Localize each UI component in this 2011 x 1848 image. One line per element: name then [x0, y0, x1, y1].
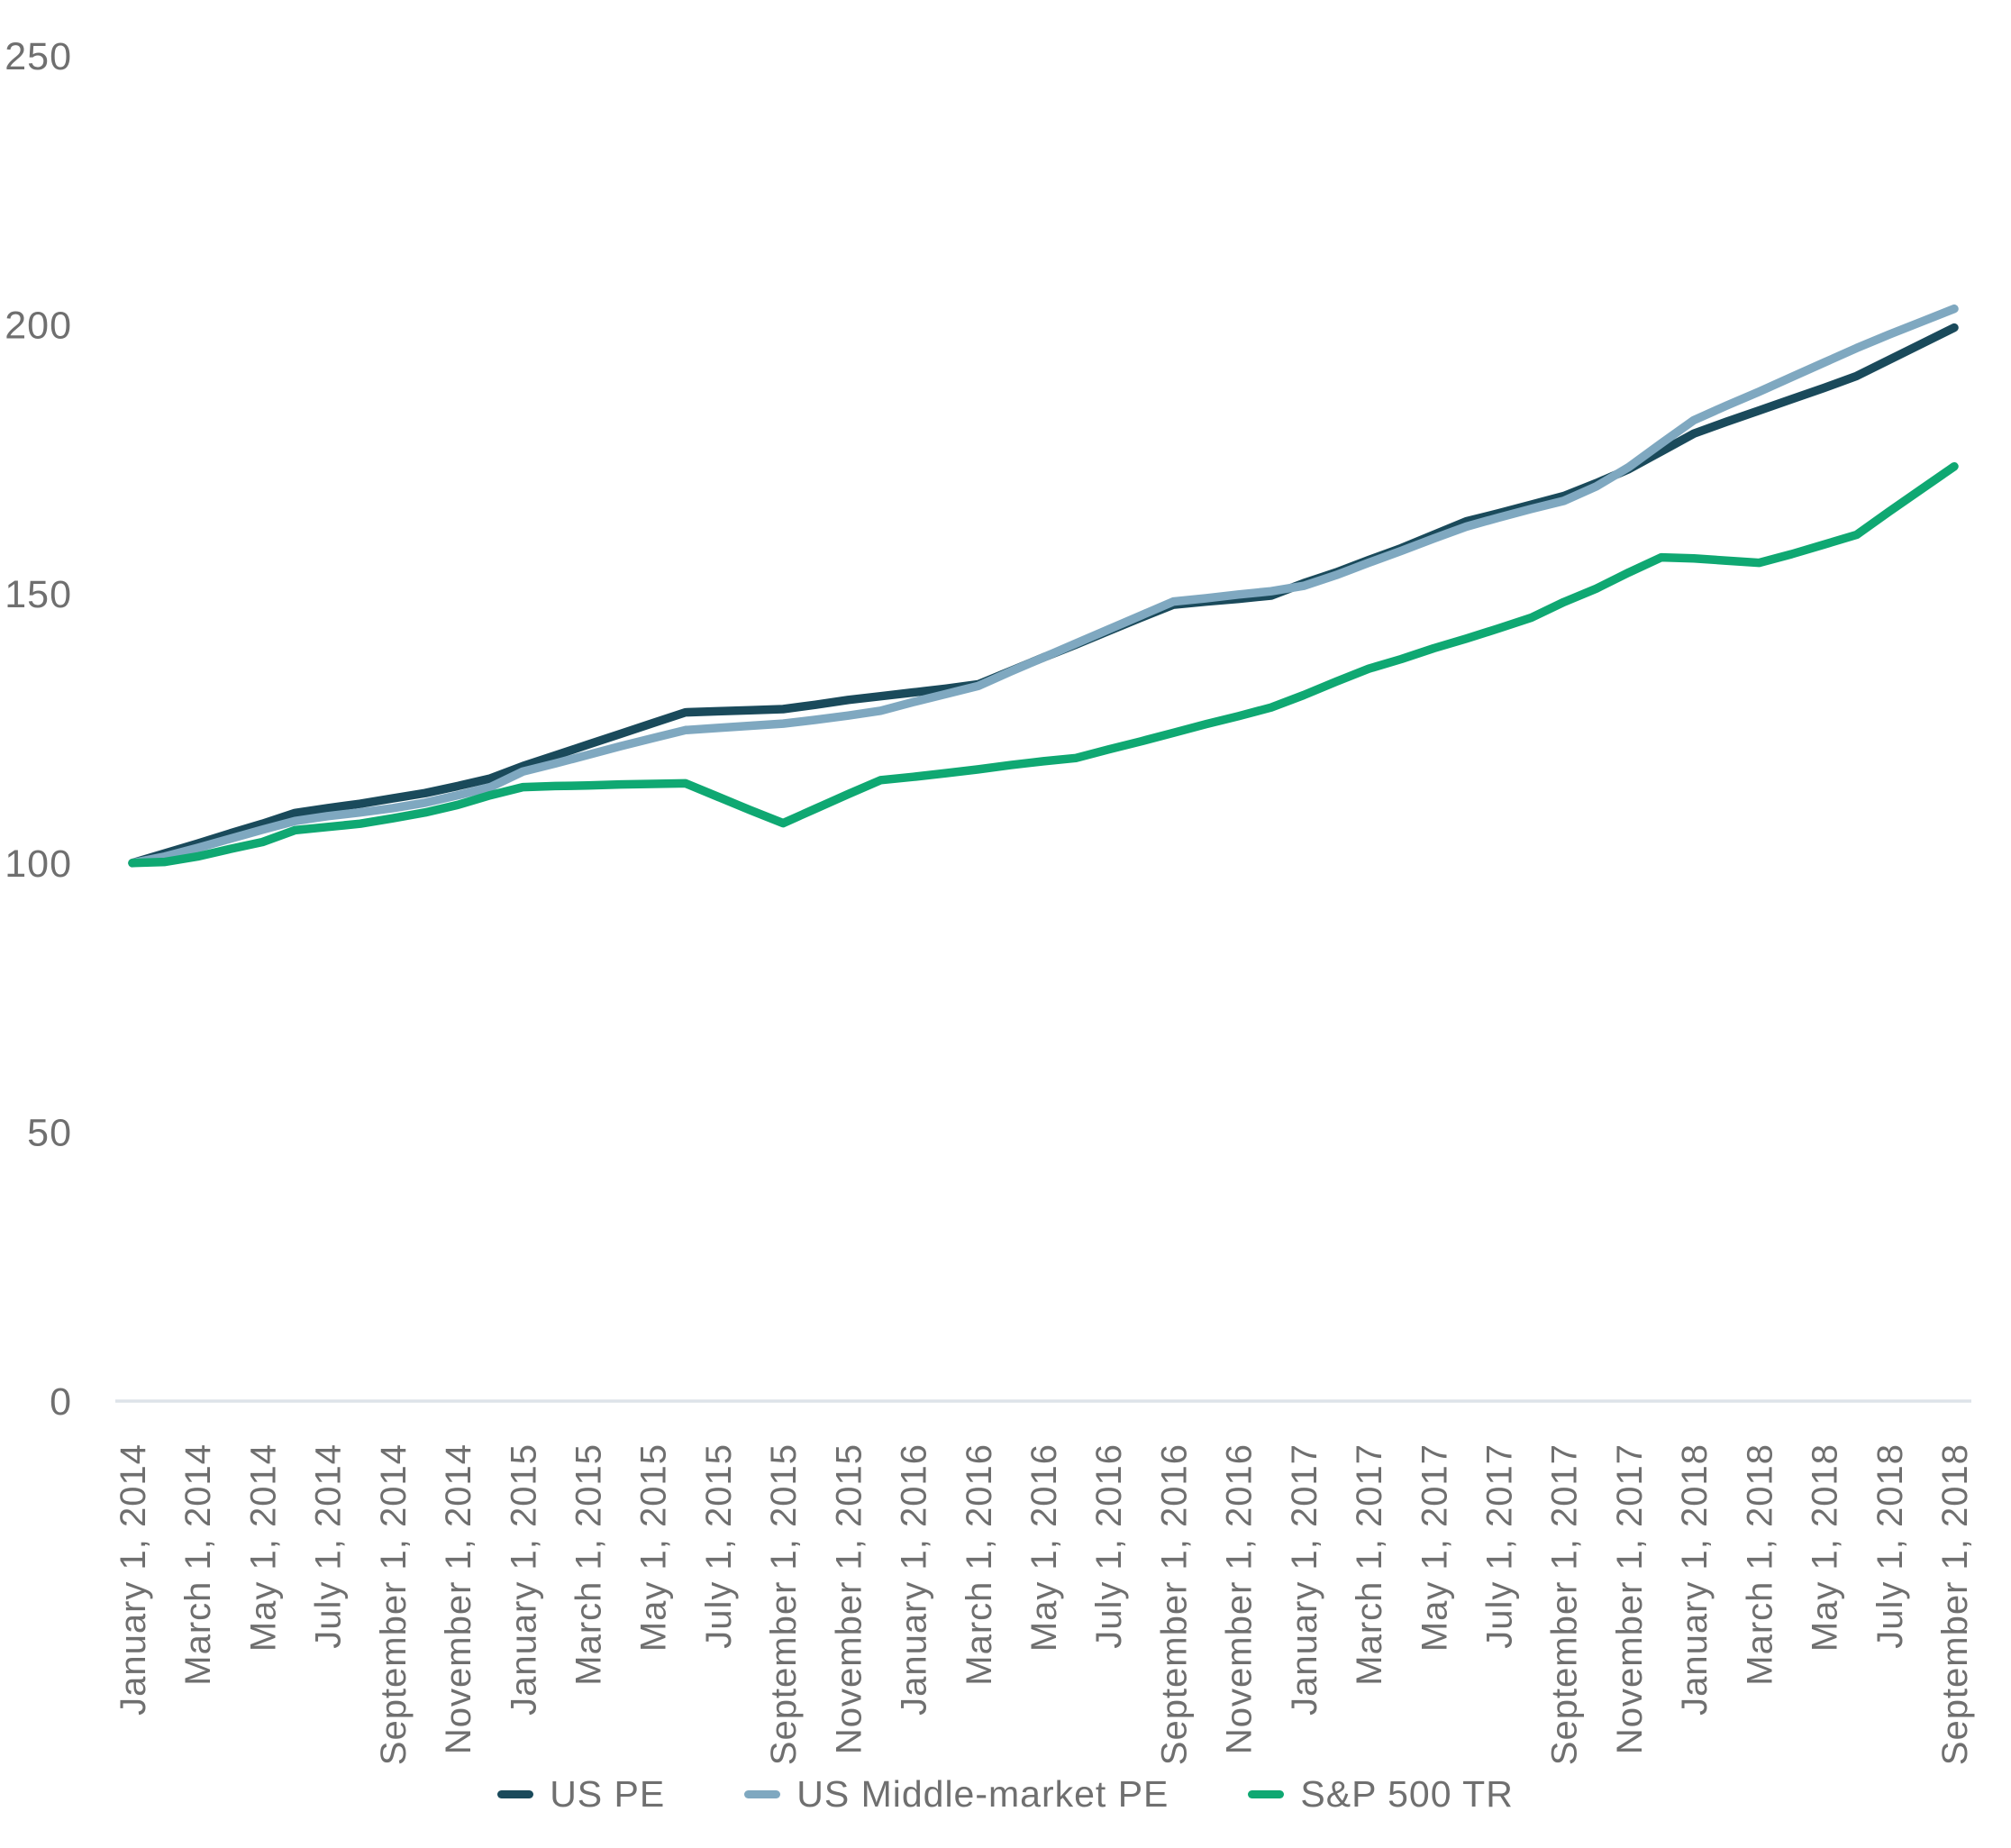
x-axis-labels: January 1, 2014 March 1, 2014 May 1, 2014 J… [114, 1443, 1975, 1765]
x-tick-label: November 1, 2015 [829, 1443, 869, 1754]
chart-legend: US PE US Middle-market PE S&P 500 TR [0, 1773, 2011, 1816]
legend-label: US Middle-market PE [796, 1773, 1169, 1815]
x-tick-label: January 1, 2015 [504, 1443, 543, 1716]
series-line-s-p-500-tr [128, 461, 1959, 868]
x-tick-label: March 1, 2016 [960, 1443, 999, 1686]
x-tick-label: September 1, 2015 [764, 1443, 804, 1765]
x-tick-label: March 1, 2018 [1740, 1443, 1779, 1686]
x-tick-label: March 1, 2017 [1350, 1443, 1389, 1686]
x-tick-label: January 1, 2014 [114, 1443, 153, 1716]
legend-item-us-middle-market-pe: US Middle-market PE [744, 1773, 1169, 1816]
x-tick-label: September 1, 2014 [374, 1443, 414, 1765]
x-tick-label: May 1, 2018 [1806, 1443, 1845, 1652]
legend-item-s-p-500-tr: S&P 500 TR [1248, 1773, 1513, 1816]
x-tick-label: January 1, 2017 [1285, 1443, 1324, 1716]
x-tick-label: July 1, 2015 [699, 1443, 739, 1649]
y-tick-label: 150 [5, 573, 72, 616]
x-tick-label: July 1, 2014 [309, 1443, 349, 1649]
x-tick-label: March 1, 2015 [569, 1443, 609, 1686]
y-tick-label: 100 [5, 842, 72, 886]
x-tick-label: January 1, 2018 [1675, 1443, 1715, 1716]
y-tick-label: 50 [27, 1111, 72, 1154]
x-tick-label: July 1, 2017 [1480, 1443, 1520, 1649]
series-lines [128, 304, 1959, 868]
legend-item-us-pe: US PE [497, 1773, 665, 1816]
x-tick-label: November 1, 2014 [439, 1443, 478, 1754]
legend-label: US PE [550, 1773, 666, 1815]
x-tick-label: July 1, 2018 [1870, 1443, 1910, 1649]
y-tick-label: 250 [5, 35, 72, 78]
x-tick-label: May 1, 2014 [243, 1443, 283, 1652]
x-tick-label: November 1, 2017 [1610, 1443, 1650, 1754]
legend-swatch-icon [1248, 1790, 1285, 1798]
y-tick-label: 200 [5, 305, 72, 348]
legend-swatch-icon [497, 1790, 534, 1798]
x-tick-label: September 1, 2017 [1545, 1443, 1585, 1765]
legend-label: S&P 500 TR [1300, 1773, 1514, 1815]
x-tick-label: March 1, 2014 [178, 1443, 218, 1686]
x-tick-label: May 1, 2017 [1415, 1443, 1454, 1652]
y-axis-labels: 0 50 100 150 200 250 [5, 35, 72, 1424]
x-tick-label: January 1, 2016 [895, 1443, 934, 1716]
series-line-us-pe [128, 323, 1959, 868]
x-tick-label: May 1, 2015 [634, 1443, 674, 1652]
x-tick-label: July 1, 2016 [1089, 1443, 1129, 1649]
y-tick-label: 0 [50, 1380, 72, 1424]
x-tick-label: May 1, 2016 [1024, 1443, 1064, 1652]
x-tick-label: September 1, 2016 [1154, 1443, 1194, 1765]
series-line-us-middle-market-pe [128, 304, 1959, 868]
legend-swatch-icon [744, 1790, 781, 1798]
x-tick-label: September 1, 2018 [1935, 1443, 1975, 1765]
x-tick-label: November 1, 2016 [1220, 1443, 1260, 1754]
